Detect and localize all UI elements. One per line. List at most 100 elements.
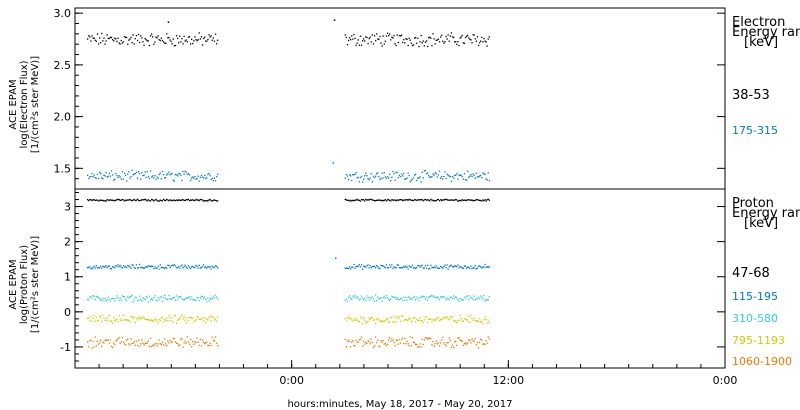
data-point — [364, 200, 366, 202]
data-point — [416, 199, 418, 201]
data-point — [479, 317, 481, 320]
data-point — [484, 316, 486, 318]
data-point — [346, 317, 349, 319]
data-point — [214, 180, 217, 182]
data-point — [105, 200, 107, 202]
data-point — [148, 45, 151, 47]
data-point — [455, 296, 457, 298]
data-point — [383, 43, 385, 45]
data-point — [454, 341, 456, 343]
data-point — [142, 267, 144, 269]
data-point — [190, 43, 192, 45]
data-point — [194, 319, 196, 322]
data-point — [97, 319, 100, 321]
data-point — [142, 41, 144, 43]
data-point — [354, 173, 356, 175]
data-point — [195, 264, 197, 266]
data-point — [131, 199, 133, 202]
data-point — [416, 179, 418, 182]
data-point — [113, 342, 115, 344]
data-point — [197, 267, 199, 269]
data-point — [125, 319, 127, 321]
data-point — [192, 341, 194, 343]
data-point — [196, 199, 198, 201]
series-electron-38-53 — [87, 19, 490, 48]
data-point — [416, 42, 418, 44]
data-point — [458, 174, 460, 176]
data-point — [184, 319, 186, 321]
data-point — [396, 264, 398, 266]
data-point — [158, 173, 160, 176]
data-point — [446, 342, 448, 344]
data-point — [430, 337, 432, 339]
data-point — [164, 42, 166, 44]
data-point — [467, 342, 469, 344]
data-point — [156, 199, 158, 202]
data-point — [213, 177, 216, 179]
data-point — [431, 199, 433, 201]
data-point — [370, 198, 372, 200]
data-point — [102, 297, 104, 299]
data-point — [366, 36, 368, 39]
x-tick-label: 12:00 — [492, 374, 524, 387]
data-point — [182, 199, 184, 201]
data-point — [408, 175, 410, 177]
data-point — [402, 175, 404, 177]
data-point — [125, 199, 127, 201]
data-point — [366, 342, 368, 345]
data-point — [369, 177, 371, 179]
data-point — [184, 340, 186, 342]
data-point — [354, 199, 356, 201]
data-point — [196, 265, 198, 267]
data-point — [470, 199, 472, 201]
data-point — [397, 264, 399, 266]
data-point — [96, 267, 99, 269]
data-point — [459, 174, 461, 176]
data-point — [173, 296, 175, 298]
data-point — [118, 337, 120, 339]
data-point — [366, 199, 368, 201]
data-point — [149, 299, 152, 301]
data-point — [398, 35, 401, 37]
data-point — [412, 44, 415, 46]
data-point — [108, 265, 110, 267]
data-point — [484, 199, 486, 201]
data-point — [469, 199, 471, 201]
data-point — [360, 317, 363, 320]
data-point — [148, 177, 151, 180]
data-point — [100, 299, 102, 301]
data-point — [99, 315, 101, 317]
data-point — [380, 42, 382, 44]
y-tick-label: 2 — [64, 236, 71, 249]
outlier-point — [167, 21, 170, 23]
data-point — [154, 318, 156, 320]
data-point — [366, 322, 368, 324]
data-point — [116, 40, 118, 43]
data-point — [427, 199, 429, 201]
data-point — [100, 316, 102, 318]
data-point — [138, 339, 140, 341]
data-point — [175, 342, 178, 344]
data-point — [471, 338, 473, 340]
data-point — [389, 199, 391, 202]
data-point — [406, 266, 408, 268]
data-point — [370, 267, 372, 269]
data-point — [482, 298, 484, 300]
data-point — [181, 179, 183, 182]
data-point — [411, 264, 414, 266]
data-point — [153, 345, 155, 347]
data-point — [185, 342, 187, 344]
data-point — [384, 176, 386, 178]
data-point — [488, 295, 490, 298]
data-point — [182, 267, 184, 269]
data-point — [405, 265, 407, 267]
data-point — [407, 296, 409, 298]
data-point — [139, 345, 141, 347]
data-point — [440, 177, 442, 179]
x-tick-label: 0:00 — [279, 374, 304, 387]
data-point — [88, 199, 90, 202]
data-point — [172, 265, 174, 267]
data-point — [103, 37, 105, 39]
data-point — [109, 268, 112, 270]
data-point — [194, 299, 196, 302]
